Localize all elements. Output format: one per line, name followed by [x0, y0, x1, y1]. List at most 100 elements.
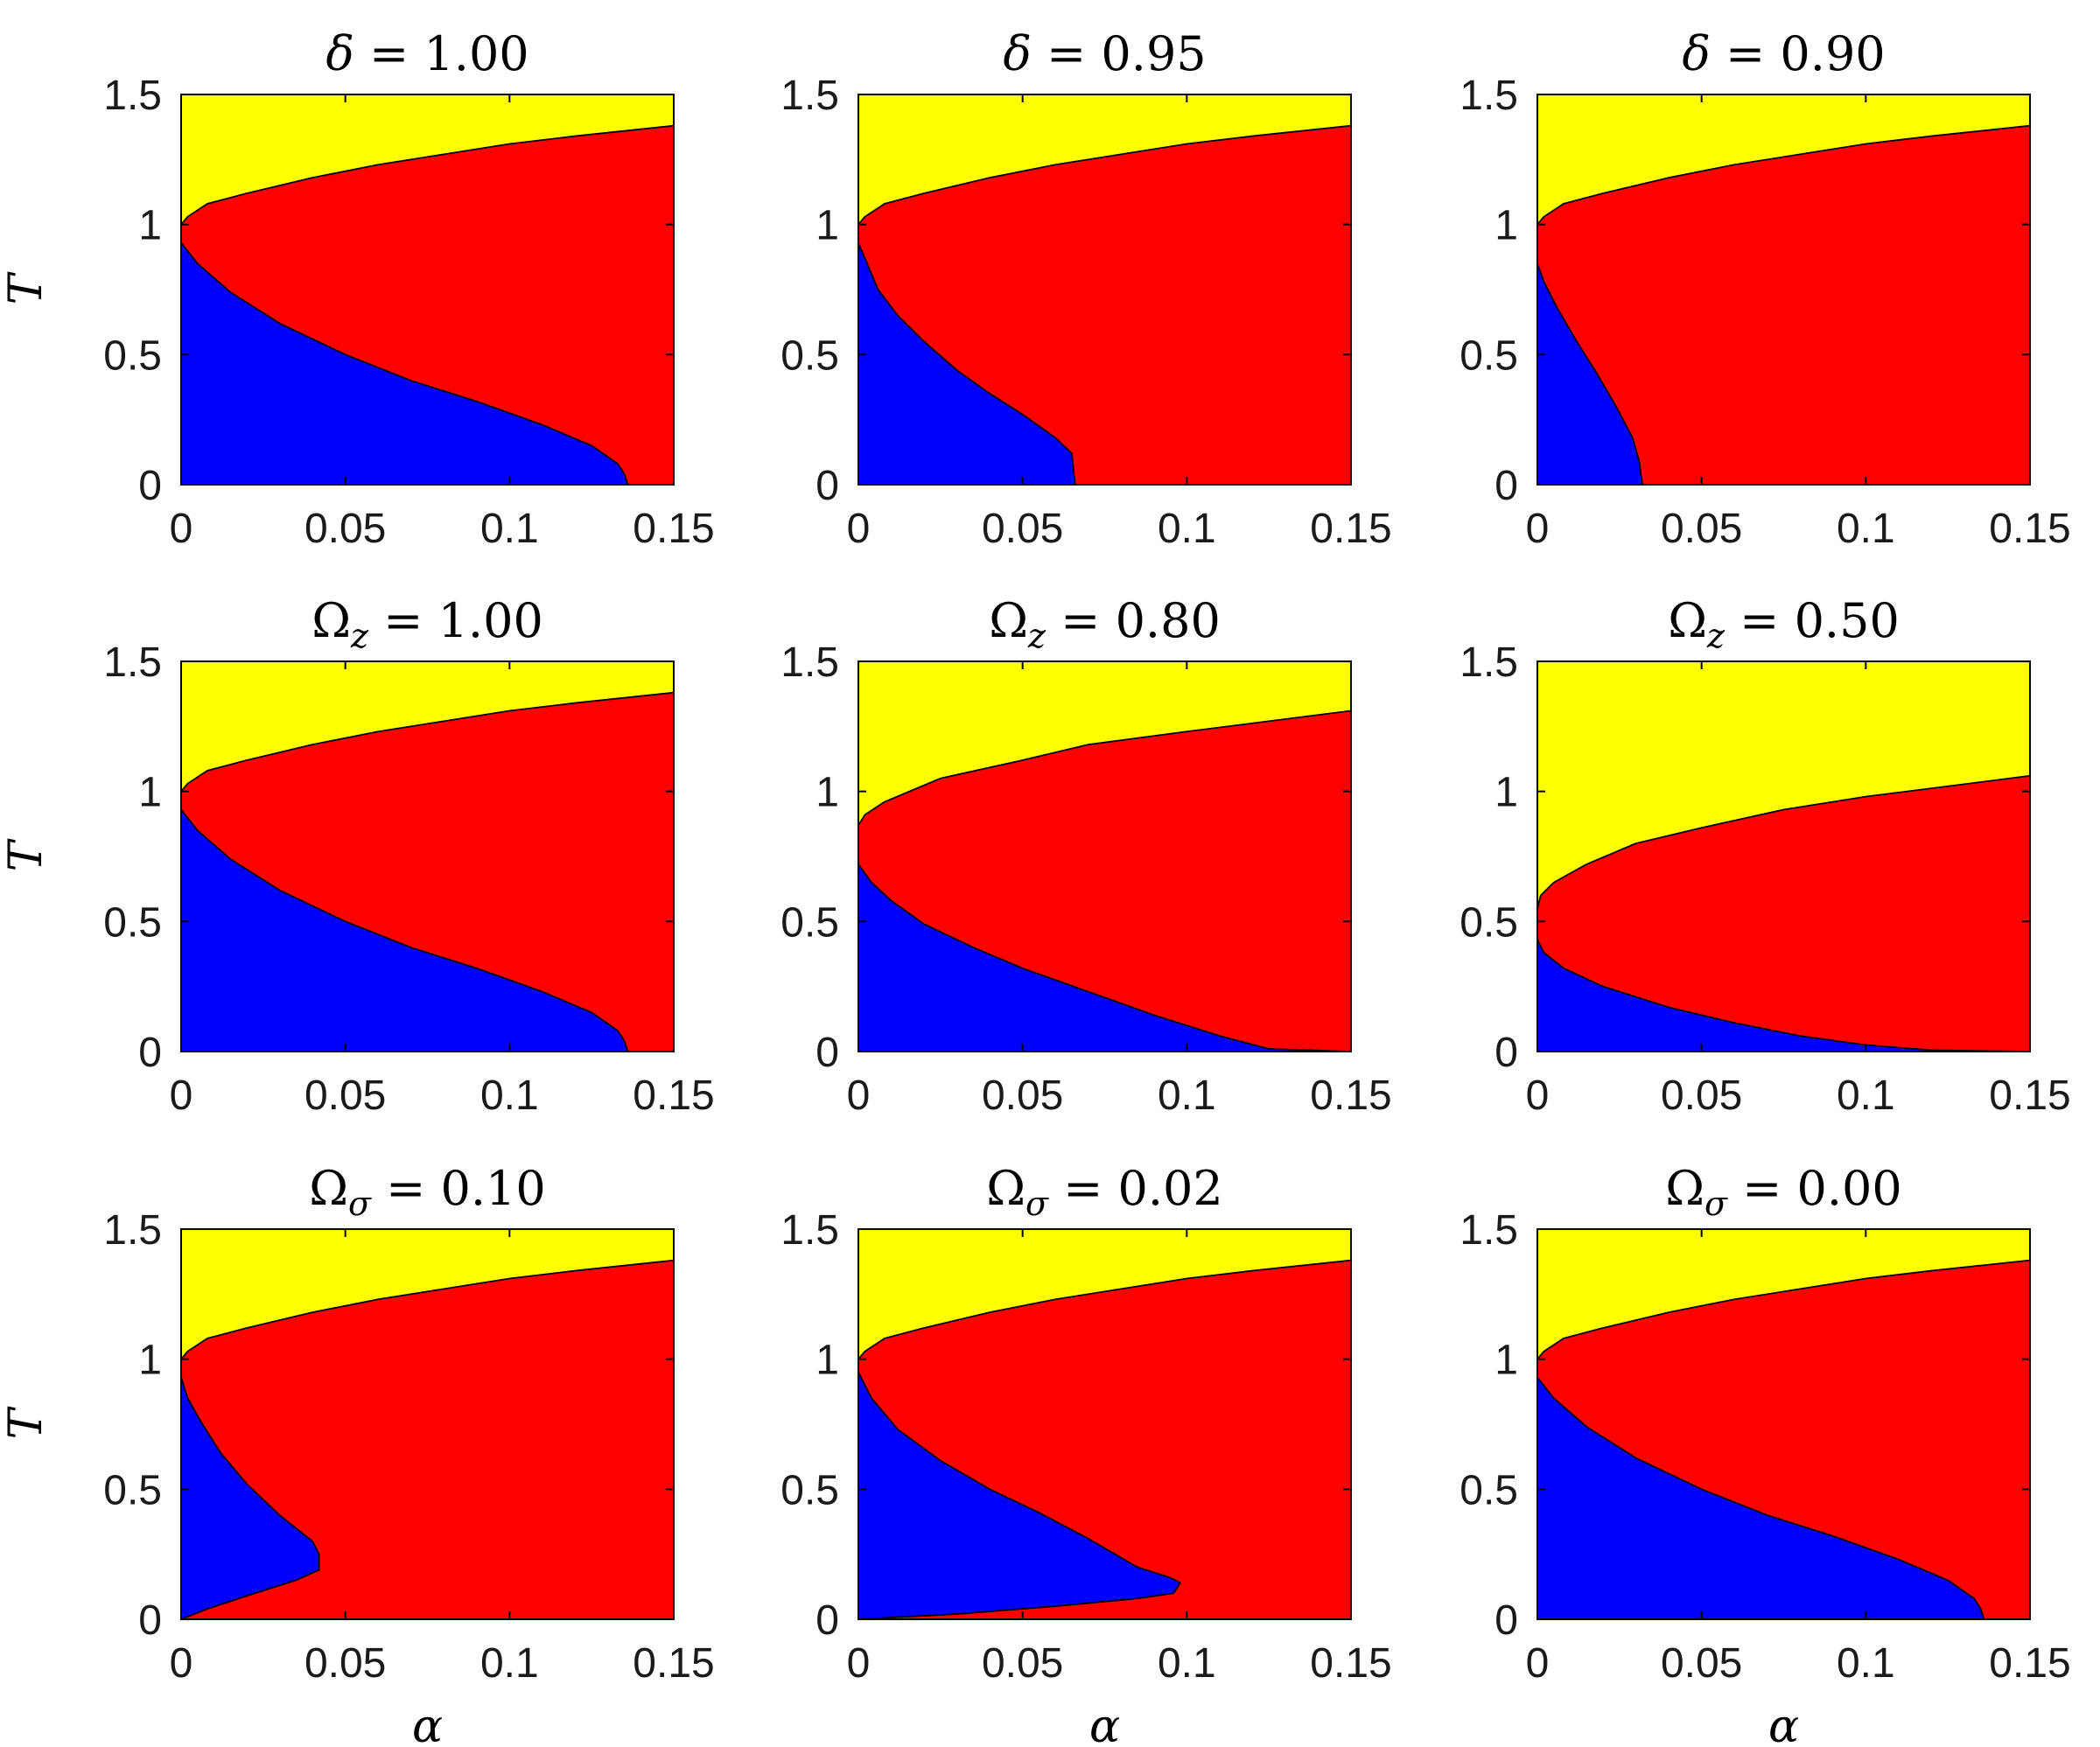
subplot-title: δ = 0.95: [1003, 26, 1206, 81]
x-tick-label: 0.1: [480, 506, 539, 552]
region-retrieval: [1536, 939, 2031, 1052]
x-tick-label: 0.15: [1989, 1640, 2070, 1687]
x-tick-label: 0.1: [1837, 506, 1895, 552]
y-tick-label: 1: [1494, 1338, 1518, 1384]
x-tick-label: 0.1: [1158, 506, 1216, 552]
y-tick-label: 0.5: [1460, 899, 1518, 946]
y-tick-label: 0: [1494, 1597, 1518, 1644]
axes-box: [180, 1228, 675, 1620]
y-tick-label: 0: [816, 463, 839, 509]
region-retrieval: [1536, 262, 1644, 486]
x-tick-label: 0: [847, 1073, 871, 1119]
region-retrieval: [858, 863, 1352, 1052]
x-tick-label: 0: [1526, 1073, 1550, 1119]
x-axis-label: α: [412, 1701, 443, 1747]
axes-box: [1536, 94, 2031, 486]
subplot-title: δ = 1.00: [326, 26, 528, 81]
y-tick-label: 1.5: [1460, 1207, 1518, 1254]
y-tick-label: 1.5: [103, 73, 162, 119]
x-tick-label: 0.15: [633, 1640, 714, 1687]
y-tick-label: 1.5: [103, 639, 162, 686]
subplot-6: 0 0.05 0.1 0.15 0 0.5 1 1.5 Ωz = 0.50: [1460, 593, 2070, 1119]
y-tick-label: 0: [1494, 463, 1518, 509]
y-axis-label: T: [0, 1406, 52, 1439]
subplot-4: 0 0.05 0.1 0.15 0 0.5 1 1.5 Ωz = 1.00 T: [0, 593, 715, 1119]
x-tick-label: 0.15: [1310, 1073, 1391, 1119]
y-tick-label: 1.5: [1460, 73, 1518, 119]
x-tick-label: 0.05: [304, 1073, 386, 1119]
x-tick-label: 0.05: [1661, 1640, 1742, 1687]
y-tick-label: 0: [816, 1597, 839, 1644]
x-tick-label: 0.1: [480, 1073, 539, 1119]
x-tick-label: 0.05: [1661, 1073, 1742, 1119]
axes-box: [858, 1228, 1352, 1620]
subplot-title: Ωz = 0.50: [1668, 593, 1900, 655]
x-tick-label: 0.05: [304, 1640, 386, 1687]
y-tick-label: 0: [816, 1030, 839, 1076]
x-tick-label: 0: [1526, 506, 1550, 552]
subplot-8: 0 0.05 0.1 0.15 0 0.5 1 1.5 Ωσ = 0.02 α: [780, 1161, 1391, 1747]
axes-box: [1536, 1228, 2031, 1620]
region-retrieval: [180, 1376, 320, 1620]
y-tick-label: 1.5: [103, 1207, 162, 1254]
y-tick-label: 1.5: [780, 1207, 839, 1254]
y-axis-label: T: [0, 838, 52, 871]
y-tick-label: 0.5: [103, 1467, 162, 1513]
x-tick-label: 0.15: [1989, 1073, 2070, 1119]
x-tick-label: 0.05: [982, 1640, 1063, 1687]
y-tick-label: 0.5: [1460, 332, 1518, 379]
region-retrieval: [180, 241, 629, 486]
x-tick-label: 0.1: [1158, 1073, 1216, 1119]
x-tick-label: 0: [170, 1073, 193, 1119]
x-axis-label: α: [1089, 1701, 1120, 1747]
x-axis-label: α: [1768, 1701, 1799, 1747]
subplot-title: Ωσ = 0.02: [986, 1161, 1223, 1223]
subplot-title: δ = 0.90: [1682, 26, 1885, 81]
subplot-title: Ωσ = 0.10: [309, 1161, 546, 1223]
y-tick-label: 1: [816, 770, 839, 816]
x-tick-label: 0.15: [1310, 506, 1391, 552]
y-tick-label: 0: [138, 1030, 162, 1076]
x-tick-label: 0: [170, 1640, 193, 1687]
x-tick-label: 0.05: [982, 1073, 1063, 1119]
subplot-3: 0 0.05 0.1 0.15 0 0.5 1 1.5 δ = 0.90: [1460, 26, 2070, 552]
y-tick-label: 1: [1494, 770, 1518, 816]
region-retrieval: [858, 241, 1076, 486]
x-tick-label: 0.1: [1837, 1073, 1895, 1119]
y-tick-label: 1.5: [780, 73, 839, 119]
subplot-title: Ωz = 1.00: [312, 593, 543, 655]
axes-box: [180, 660, 675, 1052]
y-tick-label: 1: [816, 1338, 839, 1384]
x-tick-label: 0.1: [1158, 1640, 1216, 1687]
subplot-1: 0 0.05 0.1 0.15 0 0.5 1 1.5 δ = 1.00 T: [0, 26, 715, 552]
axes-box: [858, 660, 1352, 1052]
x-tick-label: 0.05: [1661, 506, 1742, 552]
x-tick-label: 0.1: [480, 1640, 539, 1687]
axes-box: [180, 94, 675, 486]
region-retrieval: [180, 808, 629, 1052]
y-tick-label: 1: [138, 1338, 162, 1384]
x-tick-label: 0: [170, 506, 193, 552]
y-tick-label: 0.5: [103, 899, 162, 946]
region-retrieval: [1536, 1376, 1985, 1620]
y-tick-label: 1.5: [1460, 639, 1518, 686]
region-retrieval: [858, 1371, 1181, 1620]
y-tick-label: 0: [138, 463, 162, 509]
y-tick-label: 0: [138, 1597, 162, 1644]
x-tick-label: 0.15: [1310, 1640, 1391, 1687]
subplot-5: 0 0.05 0.1 0.15 0 0.5 1 1.5 Ωz = 0.80: [780, 593, 1391, 1119]
y-tick-label: 0.5: [780, 1467, 839, 1513]
x-tick-label: 0: [847, 1640, 871, 1687]
x-tick-label: 0: [847, 506, 871, 552]
axes-box: [1536, 660, 2031, 1052]
y-tick-label: 1: [138, 770, 162, 816]
subplot-title: Ωz = 0.80: [989, 593, 1221, 655]
subplot-title: Ωσ = 0.00: [1665, 1161, 1902, 1223]
subplot-2: 0 0.05 0.1 0.15 0 0.5 1 1.5 δ = 0.95: [780, 26, 1391, 552]
x-tick-label: 0.15: [633, 506, 714, 552]
axes-box: [858, 94, 1352, 486]
y-tick-label: 0.5: [780, 899, 839, 946]
subplot-7: 0 0.05 0.1 0.15 0 0.5 1 1.5 Ωσ = 0.10 Tα: [0, 1161, 715, 1747]
y-tick-label: 0.5: [1460, 1467, 1518, 1513]
